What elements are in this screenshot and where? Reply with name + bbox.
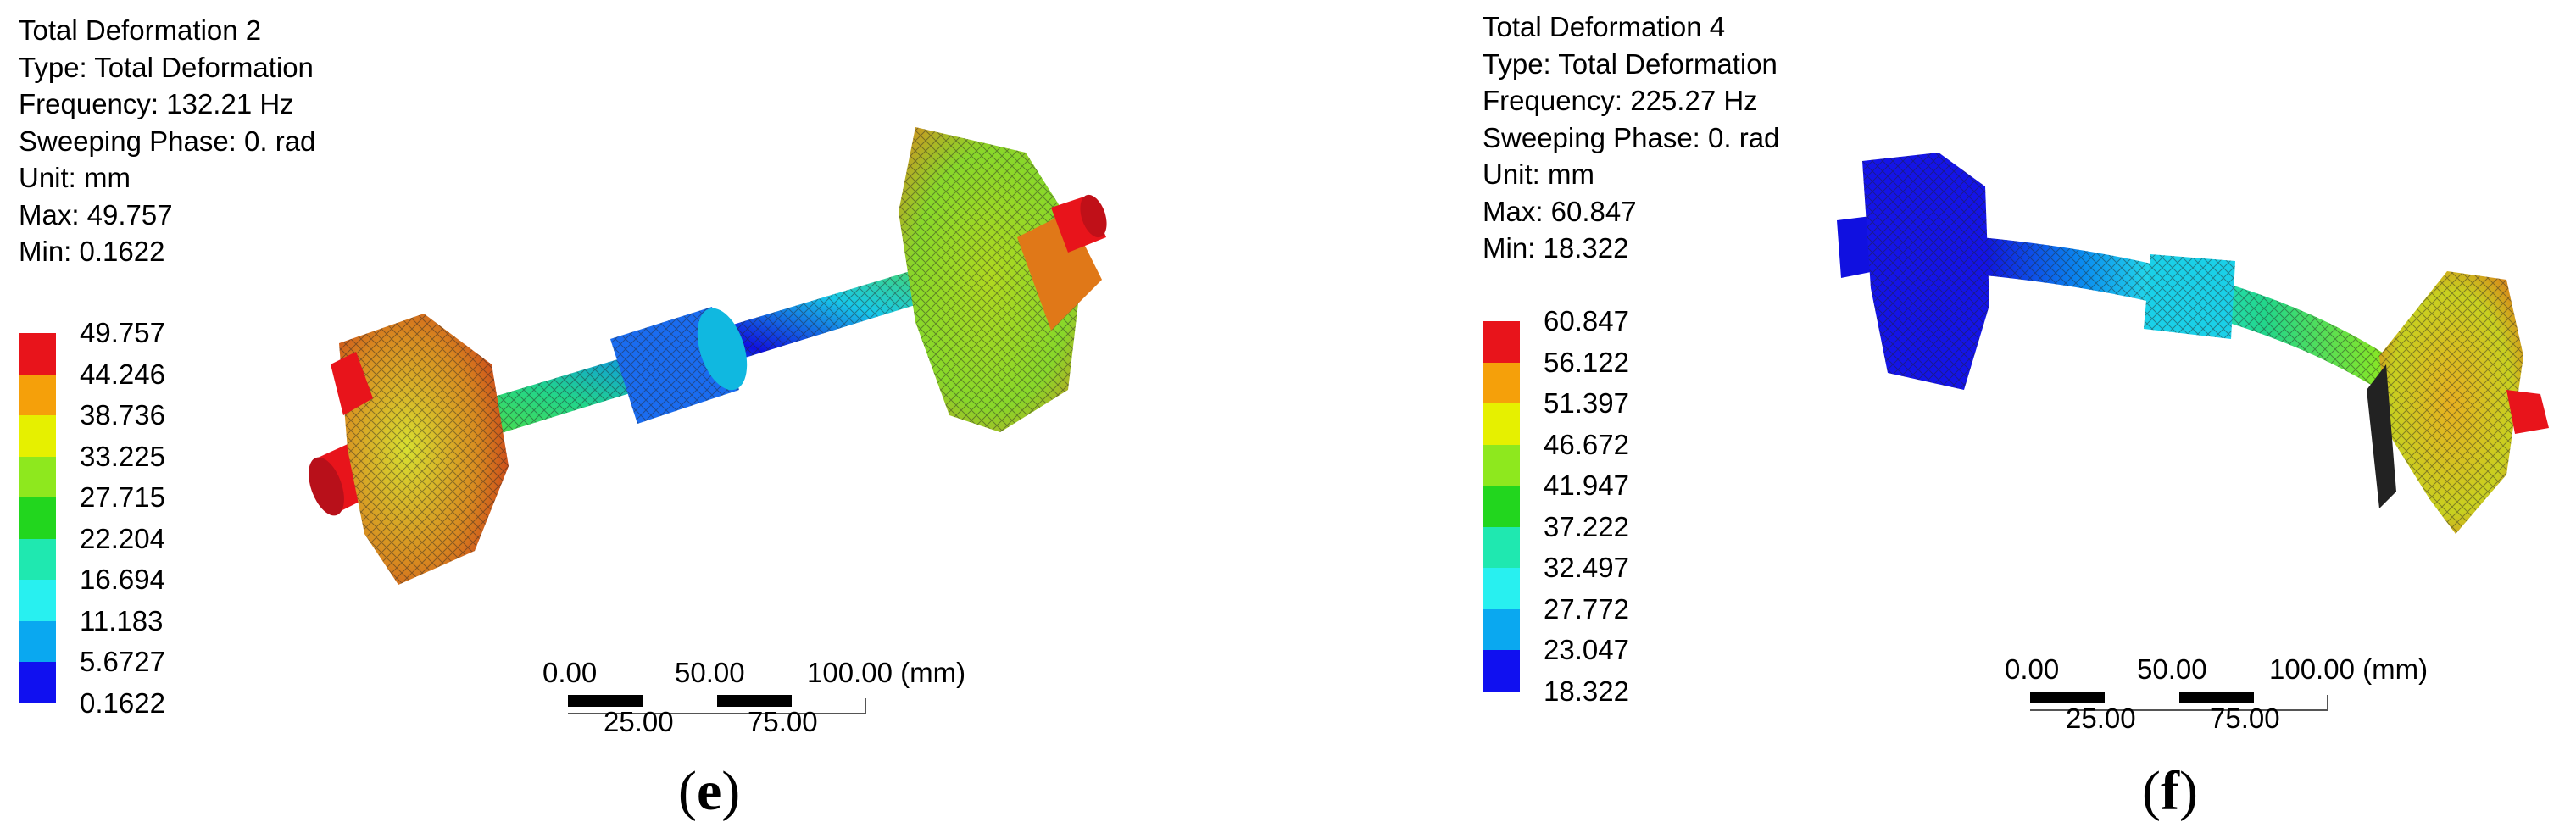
legend-value: 16.694 (80, 564, 165, 595)
legend-value: 41.947 (1544, 470, 1629, 501)
panel-f: Total Deformation 4 Type: Total Deformat… (1464, 0, 2576, 839)
result-min: Min: 0.1622 (19, 236, 165, 267)
legend-swatch (1483, 568, 1520, 609)
scale-label: 25.00 (2066, 703, 2136, 734)
result-frequency: Frequency: 225.27 Hz (1483, 85, 1758, 116)
result-type: Type: Total Deformation (1483, 47, 1778, 80)
legend-swatch (19, 580, 56, 621)
legend-value: 56.122 (1544, 346, 1629, 378)
legend-value: 23.047 (1544, 634, 1629, 665)
scale-label: 100.00 (mm) (807, 657, 966, 688)
legend-value: 27.715 (80, 481, 165, 513)
legend-swatch (1483, 362, 1520, 404)
result-phase: Sweeping Phase: 0. rad (19, 125, 316, 157)
result-max: Max: 60.847 (1483, 195, 1637, 227)
result-info: Total Deformation 2 Type: Total Deformat… (19, 12, 315, 270)
legend-value: 60.847 (1544, 305, 1629, 336)
legend-swatch (19, 538, 56, 581)
panel-e: Total Deformation 2 Type: Total Deformat… (19, 12, 1107, 822)
result-frequency: Frequency: 132.21 Hz (19, 88, 294, 119)
panel-caption: (f) (2142, 760, 2198, 822)
result-title: Total Deformation 4 (1483, 11, 1726, 42)
result-title: Total Deformation 2 (19, 14, 262, 46)
legend-swatch (19, 415, 56, 457)
legend-value: 38.736 (80, 399, 165, 431)
legend-swatch (1483, 444, 1520, 486)
panel-caption: (e) (678, 760, 741, 822)
legend-value: 0.1622 (80, 686, 165, 719)
legend-value: 33.225 (80, 440, 165, 472)
legend-swatch (19, 662, 56, 703)
scale-label: 0.00 (542, 657, 598, 688)
legend-swatch (19, 620, 56, 663)
legend-value: 18.322 (1544, 675, 1629, 707)
legend-swatch (19, 497, 56, 539)
scale-bar: 0.00 50.00 100.00 (mm) 25.00 75.00 (542, 657, 965, 759)
legend-swatch (19, 333, 56, 375)
legend-swatch (19, 456, 56, 498)
legend-value: 27.772 (1544, 592, 1629, 625)
rotor-model (309, 127, 1107, 585)
legend-swatch (1483, 486, 1520, 527)
result-unit: Unit: mm (1483, 158, 1594, 190)
legend-value: 32.497 (1544, 552, 1629, 583)
legend-swatch (19, 374, 56, 416)
legend-value: 11.183 (80, 604, 164, 636)
legend-swatch (1483, 321, 1520, 363)
result-phase: Sweeping Phase: 0. rad (1483, 121, 1780, 153)
legend-value: 44.246 (80, 358, 165, 390)
legend-value: 49.757 (80, 317, 165, 348)
scale-label: 75.00 (748, 706, 818, 737)
result-unit: Unit: mm (19, 162, 131, 193)
scale-bar: 0.00 50.00 100.00 (mm) 25.00 75.00 (2005, 653, 2428, 756)
result-type: Type: Total Deformation (19, 51, 314, 83)
scale-label: 75.00 (2210, 703, 2280, 734)
result-max: Max: 49.757 (19, 198, 173, 231)
result-info: Total Deformation 4 Type: Total Deformat… (1483, 8, 1779, 267)
legend-value: 37.222 (1544, 510, 1629, 542)
legend-value: 46.672 (1544, 428, 1629, 460)
result-min: Min: 18.322 (1483, 232, 1629, 264)
legend-swatch (1483, 608, 1520, 651)
scale-label: 0.00 (2005, 653, 2060, 685)
rotor-model (1837, 153, 2549, 534)
legend-swatch (1483, 403, 1520, 445)
legend-value: 5.6727 (80, 646, 165, 677)
legend-swatch (1483, 650, 1520, 692)
scale-label: 50.00 (675, 657, 745, 688)
legend-swatch (1483, 526, 1520, 569)
legend-value: 51.397 (1544, 387, 1629, 419)
scale-label: 25.00 (604, 706, 674, 737)
scale-label: 50.00 (2137, 653, 2207, 685)
legend-value: 22.204 (80, 522, 165, 554)
scale-label: 100.00 (mm) (2269, 653, 2429, 685)
